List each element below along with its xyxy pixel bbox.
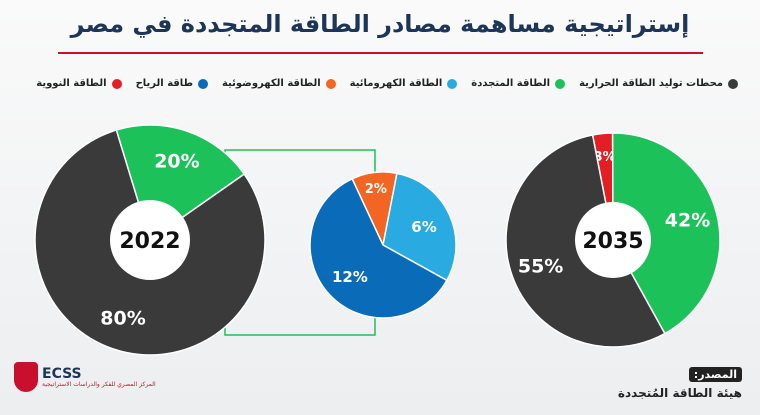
legend-label: الطاقة النووية (36, 78, 107, 89)
legend-dot (197, 78, 208, 89)
legend-item: محطات توليد الطاقة الحرارية (579, 78, 738, 89)
slice-label: 2% (365, 182, 387, 197)
donut-hole (110, 200, 190, 280)
slice-label: 3% (594, 150, 616, 165)
legend-item: الطاقة المتجددة (471, 78, 566, 89)
slice-label: 20% (154, 151, 199, 173)
source-label: المصدر: (688, 367, 742, 382)
logo-name: ECSS (42, 365, 82, 382)
pie-slice (611, 132, 721, 335)
logo-mark (14, 362, 38, 392)
pie-slice (382, 172, 457, 282)
legend-label: طاقة الرياح (135, 78, 193, 89)
legend-item: الطاقة النووية (36, 78, 122, 89)
slice-label: 55% (518, 255, 563, 277)
slice-label: 6% (411, 218, 436, 236)
legend-item: الطاقة الكهروضوئية (222, 78, 336, 89)
slice-label: 42% (665, 210, 710, 232)
page-title: إستراتيجية مساهمة مصادر الطاقة المتجددة … (70, 10, 690, 38)
source: المصدر: هيئة الطاقة المُتجددة (618, 363, 742, 400)
legend-dot (728, 78, 738, 89)
legend-item: طاقة الرياح (136, 78, 208, 89)
legend-dot (111, 78, 122, 89)
source-value: هيئة الطاقة المُتجددة (617, 386, 742, 400)
legend-dot (325, 78, 336, 89)
slice-label: 80% (100, 307, 145, 329)
legend-label: الطاقة الكهروضوئية (221, 78, 321, 89)
legend-dot (555, 78, 566, 89)
legend-label: الطاقة المتجددة (471, 78, 551, 89)
legend-label: محطات توليد الطاقة الحرارية (579, 78, 723, 89)
legend-label: الطاقة الكهرومائية (349, 78, 443, 89)
legend-dot (447, 78, 458, 89)
legend-item: الطاقة الكهرومائية (350, 78, 458, 89)
logo-subtitle: المركز المصري للفكر والدراسات الاستراتيج… (42, 380, 156, 388)
donut-hole (575, 202, 651, 278)
pie-slice (309, 177, 448, 319)
slice-label: 12% (332, 268, 368, 286)
title-divider (58, 52, 703, 54)
year-label: 2035 (582, 229, 643, 254)
year-label: 2022 (119, 229, 180, 254)
legend: محطات توليد الطاقة الحرارية الطاقة المتج… (36, 78, 738, 89)
ecss-logo: ECSS المركز المصري للفكر والدراسات الاستر… (14, 362, 156, 392)
